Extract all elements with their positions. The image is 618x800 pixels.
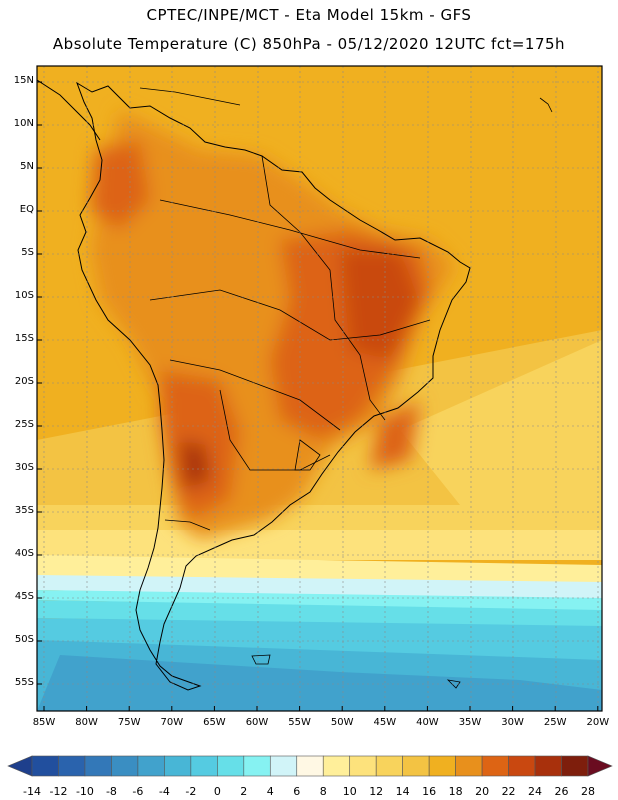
colorbar-tick-label: 28 — [581, 785, 595, 798]
colorbar-tick-label: 8 — [319, 785, 327, 798]
colorbar-tick-label: 14 — [395, 785, 410, 798]
colorbar-tick-label: -8 — [105, 785, 117, 798]
colorbar-swatch — [455, 755, 483, 777]
colorbar-swatch — [111, 755, 139, 777]
lon-label: 40W — [416, 717, 439, 728]
lat-label: EQ — [19, 204, 34, 215]
colorbar-swatch — [296, 755, 324, 777]
colorbar-swatch — [508, 755, 536, 777]
lat-label: 5S — [21, 247, 34, 258]
lon-label: 50W — [330, 717, 354, 728]
lon-label: 65W — [203, 717, 226, 728]
colorbar-tick-label: 2 — [240, 785, 248, 798]
colorbar-swatch — [269, 755, 298, 777]
colorbar-tick-label: 22 — [501, 785, 516, 798]
colorbar-high-arrow — [587, 755, 613, 777]
lon-label: 30W — [501, 717, 524, 728]
lon-label: 45W — [373, 717, 397, 728]
colorbar-tick-label: -6 — [132, 785, 144, 798]
lon-label: 80W — [75, 717, 98, 728]
lat-label: 30S — [14, 462, 34, 473]
lat-label: 10N — [13, 118, 34, 129]
lon-label: 75W — [117, 717, 141, 728]
map-title: CPTEC/INPE/MCT - Eta Model 15km - GFS — [146, 6, 472, 24]
lon-label: 60W — [245, 717, 269, 728]
lon-label: 70W — [160, 717, 184, 728]
colorbar-tick-label: 4 — [266, 785, 274, 798]
colorbar-swatch — [349, 755, 377, 777]
colorbar-swatch — [322, 755, 351, 777]
colorbar-tick-label: 20 — [475, 785, 490, 798]
colorbar-tick-label: 12 — [369, 785, 384, 798]
lon-label: 55W — [288, 717, 311, 728]
lat-label: 50S — [14, 634, 34, 645]
colorbar-swatch — [84, 755, 112, 777]
colorbar-tick-label: -12 — [49, 785, 68, 798]
colorbar-tick-label: 16 — [422, 785, 437, 798]
colorbar-swatch — [31, 755, 59, 777]
map-frame — [36, 65, 603, 712]
colorbar-swatch — [58, 755, 86, 777]
colorbar-swatch — [375, 755, 403, 777]
lon-label: 20W — [586, 717, 610, 728]
lat-label: 15S — [14, 333, 34, 344]
lat-label: 5N — [20, 161, 34, 172]
colorbar-swatch — [481, 755, 509, 777]
lat-label: 40S — [14, 548, 34, 559]
colorbar-tick-label: -2 — [185, 785, 197, 798]
lat-label: 10S — [14, 290, 34, 301]
lat-label: 45S — [14, 591, 34, 602]
colorbar-tick-label: 26 — [554, 785, 569, 798]
temperature-field — [37, 66, 602, 711]
colorbar-tick-label: 24 — [528, 785, 543, 798]
colorbar-swatch — [243, 755, 271, 777]
lon-label: 25W — [543, 717, 567, 728]
lat-label: 55S — [14, 677, 34, 688]
colorbar-tick-label: -4 — [158, 785, 170, 798]
colorbar-swatch — [137, 755, 165, 777]
lat-label: 35S — [14, 505, 34, 516]
lat-label: 20S — [14, 376, 34, 387]
lat-label: 15N — [13, 75, 34, 86]
colorbar-swatch — [164, 755, 192, 777]
colorbar-tick-label: 0 — [213, 785, 221, 798]
colorbar-tick-label: 6 — [293, 785, 301, 798]
map-subtitle: Absolute Temperature (C) 850hPa - 05/12/… — [52, 35, 566, 53]
colorbar-swatch — [402, 755, 430, 777]
colorbar-swatch — [217, 755, 245, 777]
colorbar-swatch — [190, 755, 218, 777]
colorbar-tick-label: -14 — [23, 785, 41, 798]
colorbar-tick-label: 18 — [448, 785, 463, 798]
lat-label: 25S — [14, 419, 34, 430]
colorbar-swatch — [561, 755, 589, 777]
lon-label: 35W — [458, 717, 482, 728]
colorbar-tick-label: -10 — [75, 785, 94, 798]
colorbar-low-arrow — [7, 755, 33, 777]
colorbar — [7, 755, 613, 777]
colorbar-swatch — [428, 755, 456, 777]
lon-label: 85W — [32, 717, 56, 728]
colorbar-tick-label: 10 — [342, 785, 357, 798]
colorbar-swatch — [534, 755, 562, 777]
